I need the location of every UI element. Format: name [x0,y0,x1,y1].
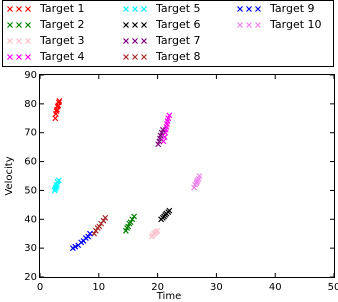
legend-label: Target 10 [269,18,322,31]
legend-marker [25,22,31,28]
legend-label: Target 5 [155,2,201,15]
legend-marker [141,22,147,28]
data-point [72,243,79,250]
legend-marker [16,6,22,12]
legend-marker [7,6,13,12]
legend-label: Target 4 [39,50,85,63]
legend-marker [7,22,13,28]
data-point [102,214,109,221]
data-point [85,233,92,240]
legend-box [2,0,334,67]
data-point [56,98,63,104]
x-tick-label: 20 [151,282,164,293]
legend-marker [7,54,13,60]
legend-marker [255,6,261,12]
legend-marker [123,6,129,12]
legend-label: Target 9 [269,2,315,15]
data-point [100,217,107,224]
data-point [53,108,60,114]
legend-marker [132,22,138,28]
legend-marker [246,22,252,28]
x-tick-label: 40 [269,282,282,293]
legend-label: Target 3 [39,34,85,47]
data-point [131,213,138,220]
legend-marker [16,38,22,44]
x-tick-label: 10 [92,282,105,293]
legend-marker [25,38,31,44]
plot-frame [39,74,335,278]
data-point [129,216,136,223]
x-axis-label: Time [156,291,181,302]
legend-marker [123,38,129,44]
legend-marker [237,22,243,28]
legend-marker [141,38,147,44]
legend-marker [25,54,31,60]
x-tick-label: 0 [37,282,43,293]
y-tick-label: 70 [24,128,37,139]
legend-marker [141,6,147,12]
y-tick-label: 80 [24,99,37,110]
legend-marker [141,54,147,60]
data-point [166,207,173,214]
data-point [166,112,173,119]
legend-label: Target 6 [155,18,201,31]
y-tick-label: 20 [24,272,37,283]
data-point [194,178,200,185]
legend-marker [237,6,243,12]
legend-marker [123,54,129,60]
legend-marker [16,22,22,28]
data-point [53,183,60,190]
data-point [55,99,62,106]
legend-marker [255,22,261,28]
data-point [96,223,103,230]
y-tick-label: 50 [24,185,37,196]
legend: Target 1 Target 2 Target 3 Target 4 Target 5… [7,2,322,63]
legend-marker [123,22,129,28]
legend-marker [132,54,138,60]
data-point [87,230,93,237]
x-tick-label: 30 [210,282,223,293]
data-point [55,177,62,184]
data-point [54,103,61,110]
data-point [127,219,134,226]
legend-marker [16,54,22,60]
legend-label: Target 1 [39,2,85,15]
data-point [154,227,161,234]
legend-marker [132,6,138,12]
legend-marker [246,6,252,12]
legend-label: Target 8 [155,50,201,63]
legend-marker [132,38,138,44]
y-tick-label: 90 [24,70,37,81]
legend-label: Target 2 [39,18,85,31]
x-tick-label: 50 [328,282,338,293]
legend-marker [7,38,13,44]
data-point [159,126,166,133]
data-point [196,173,203,179]
legend-marker [25,6,31,12]
legend-label: Target 7 [155,34,201,47]
y-tick-label: 40 [24,214,37,225]
y-axis-label: Velocity [4,156,15,195]
y-tick-label: 60 [24,157,37,168]
y-tick-label: 30 [24,243,37,254]
